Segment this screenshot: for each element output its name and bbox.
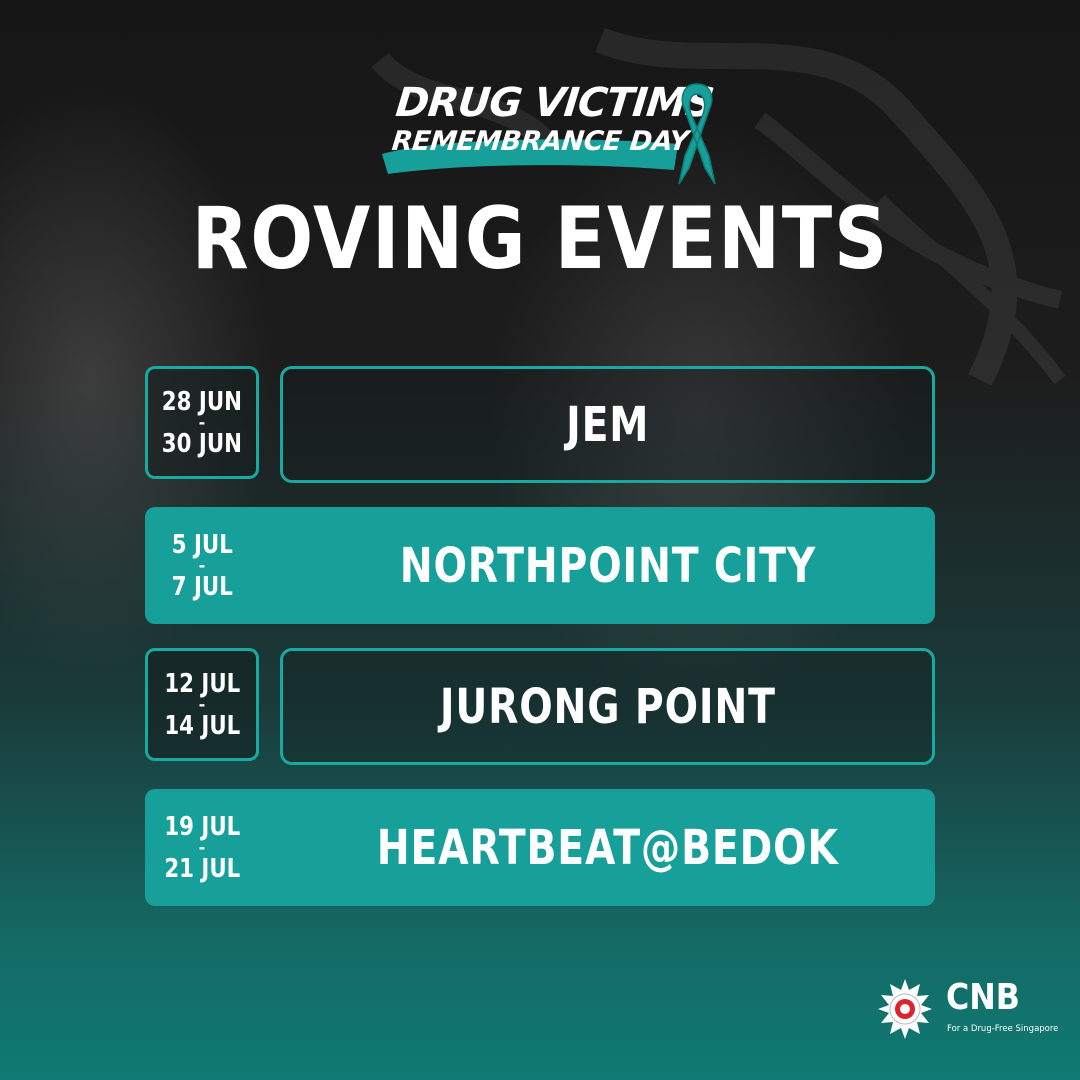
event-date-range: 5 JUL - 7 JUL	[145, 507, 259, 624]
event-date-end: 21 JUL	[164, 853, 240, 884]
event-venue-box: JEM	[280, 366, 935, 483]
header: DRUG VICTIMS REMEMBRANCE DAY ROVING EVEN…	[0, 78, 1080, 282]
logo-title-line2: REMEMBRANCE DAY	[390, 126, 690, 157]
cnb-seal-icon	[878, 979, 932, 1039]
event-row: 28 JUN - 30 JUN JEM	[145, 366, 935, 483]
awareness-ribbon-icon	[678, 83, 716, 185]
event-date-start: 5 JUL	[171, 529, 233, 560]
event-row: 12 JUL - 14 JUL JURONG POINT	[145, 648, 935, 765]
page-title: ROVING EVENTS	[191, 189, 889, 289]
event-venue: HEARTBEAT@BEDOK	[376, 819, 839, 876]
brush-stroke-graphic	[382, 139, 678, 174]
event-date-separator: -	[198, 412, 206, 432]
event-date-start: 19 JUL	[164, 811, 240, 842]
event-date-separator: -	[198, 555, 206, 575]
event-date-separator: -	[198, 694, 206, 714]
event-venue-box: JURONG POINT	[280, 648, 935, 765]
cnb-logo: CNB For a Drug-Free Singapore	[874, 977, 1058, 1042]
event-venue-box: HEARTBEAT@BEDOK	[280, 789, 935, 906]
event-row: 5 JUL - 7 JUL NORTHPOINT CITY	[145, 507, 935, 624]
event-date-end: 14 JUL	[164, 710, 240, 741]
event-list: 28 JUN - 30 JUN JEM 5 JUL - 7 JUL NORTHP…	[145, 366, 935, 930]
logo-title-line1: DRUG VICTIMS	[393, 80, 716, 126]
event-date-range: 12 JUL - 14 JUL	[145, 648, 259, 761]
event-date-start: 12 JUL	[164, 668, 240, 699]
event-logo: DRUG VICTIMS REMEMBRANCE DAY	[370, 78, 716, 188]
event-date-start: 28 JUN	[161, 386, 243, 417]
event-venue: JURONG POINT	[439, 678, 776, 735]
cnb-wordmark: CNB	[946, 977, 1020, 1018]
event-row: 19 JUL - 21 JUL HEARTBEAT@BEDOK	[145, 789, 935, 906]
event-venue-box: NORTHPOINT CITY	[280, 507, 935, 624]
event-date-range: 28 JUN - 30 JUN	[145, 366, 259, 479]
event-date-end: 30 JUN	[161, 428, 243, 459]
event-venue: JEM	[565, 396, 650, 453]
event-date-range: 19 JUL - 21 JUL	[145, 789, 259, 906]
event-date-separator: -	[198, 837, 206, 857]
cnb-tagline: For a Drug-Free Singapore	[947, 1024, 1059, 1034]
event-venue: NORTHPOINT CITY	[399, 537, 816, 594]
event-date-end: 7 JUL	[171, 571, 233, 602]
